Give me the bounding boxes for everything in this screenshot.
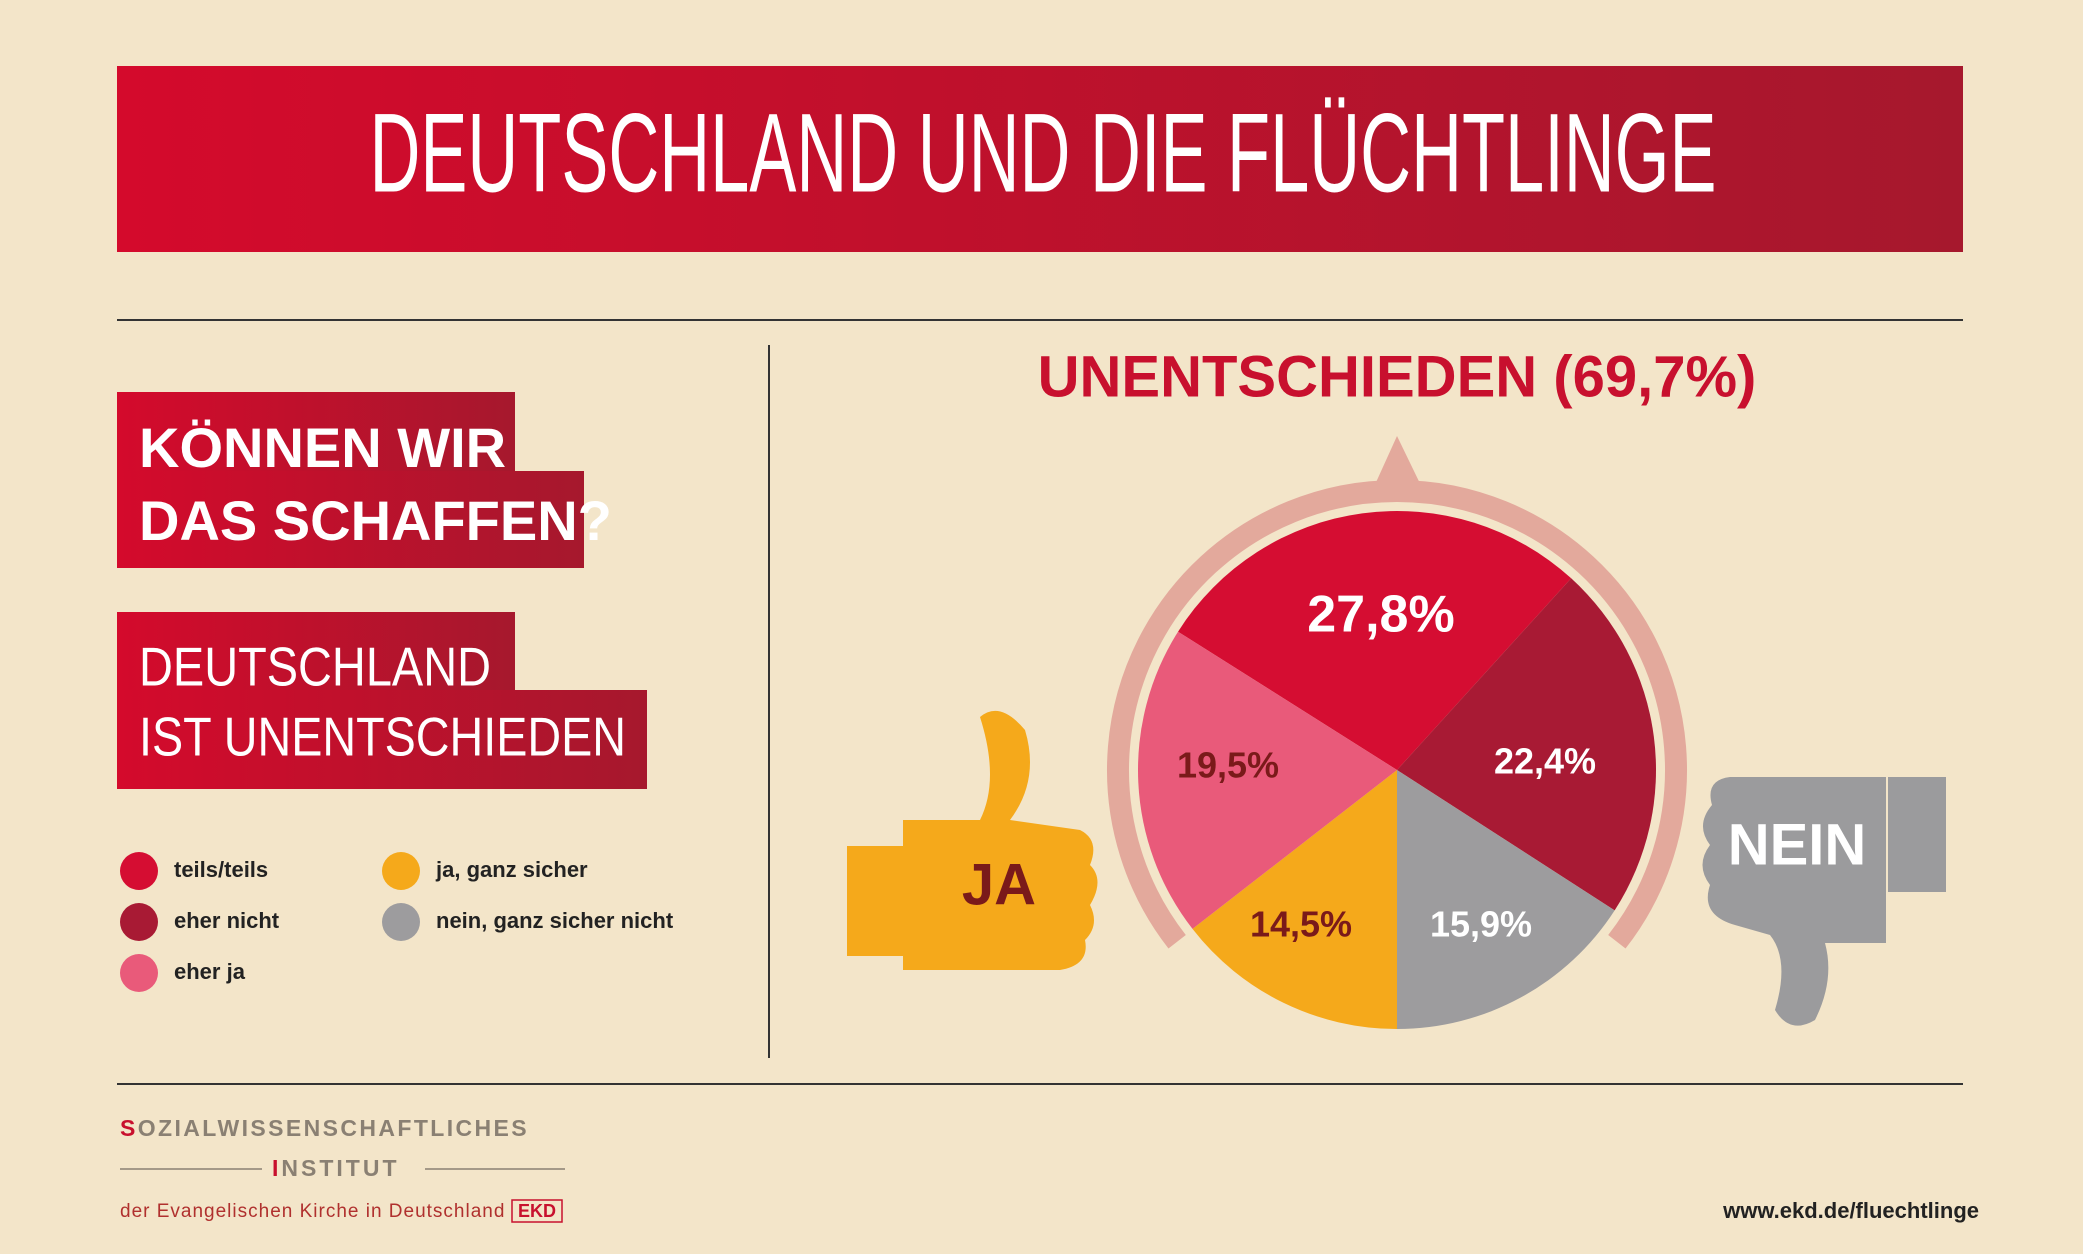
- footer-institute: INSTITUT: [272, 1155, 400, 1181]
- legend-label: eher ja: [174, 959, 246, 984]
- legend-swatch: [382, 852, 420, 890]
- ring: [1107, 479, 1687, 949]
- question-line: DAS SCHAFFEN?: [139, 489, 612, 552]
- title: DEUTSCHLAND UND DIE FLÜCHTLINGE: [370, 91, 1717, 216]
- footer-institute: SOZIALWISSENSCHAFTLICHES: [120, 1115, 530, 1141]
- value-label: 15,9%: [1430, 904, 1532, 945]
- legend-swatch: [120, 852, 158, 890]
- legend-label: ja, ganz sicher: [435, 857, 588, 882]
- title-banner: [117, 66, 1963, 252]
- question-box: [117, 471, 584, 568]
- pie-slice: [1137, 631, 1397, 929]
- legend-swatch: [120, 954, 158, 992]
- legend-label: teils/teils: [174, 857, 268, 882]
- legend-swatch: [382, 903, 420, 941]
- legend-label: nein, ganz sicher nicht: [436, 908, 674, 933]
- footer-url: www.ekd.de/fluechtlinge: [1722, 1198, 1979, 1223]
- chart-subtitle: UNENTSCHIEDEN (69,7%): [1038, 344, 1757, 409]
- thumb-down: [1702, 777, 1946, 1026]
- question-line: KÖNNEN WIR: [139, 416, 506, 479]
- legend-swatch: [120, 903, 158, 941]
- value-label: 19,5%: [1177, 745, 1279, 786]
- thumb-label: JA: [962, 852, 1036, 917]
- logo: EKD: [518, 1201, 556, 1221]
- thumb-up: [847, 710, 1098, 970]
- thumb-label: NEIN: [1728, 812, 1867, 877]
- legend-label: eher nicht: [174, 908, 280, 933]
- pie-slice: [1192, 770, 1397, 1029]
- answer-box: [117, 690, 647, 789]
- question-box: [117, 392, 515, 478]
- value-label: 22,4%: [1494, 741, 1596, 782]
- logo-frame: [511, 1199, 563, 1223]
- answer-line: IST UNENTSCHIEDEN: [139, 706, 626, 768]
- pie-slice: [1397, 578, 1656, 911]
- value-label: 14,5%: [1250, 904, 1352, 945]
- answer-line: DEUTSCHLAND: [139, 636, 491, 698]
- pie-slice: [1397, 770, 1615, 1029]
- footer-church: der Evangelischen Kirche in Deutschland: [120, 1201, 505, 1222]
- answer-box: [117, 612, 515, 697]
- pie-slice: [1178, 510, 1572, 770]
- value-label: 27,8%: [1307, 586, 1454, 644]
